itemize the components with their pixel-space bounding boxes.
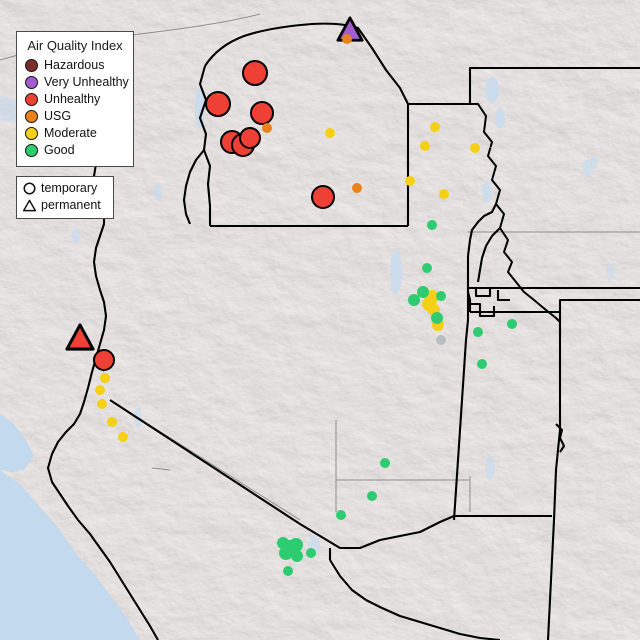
station-marker-temporary[interactable]: [420, 141, 430, 151]
station-marker-temporary[interactable]: [100, 373, 110, 383]
station-marker-temporary[interactable]: [439, 189, 449, 199]
aqi-legend-items: Hazardous Very Unhealthy Unhealthy USG Moder…: [25, 57, 129, 159]
legend-swatch-icon: [25, 127, 38, 140]
legend-swatch-icon: [25, 110, 38, 123]
station-marker-temporary[interactable]: [118, 432, 128, 442]
station-marker-temporary[interactable]: [107, 417, 117, 427]
station-marker-temporary[interactable]: [277, 537, 289, 549]
legend-label-permanent: permanent: [41, 198, 101, 212]
station-marker-temporary[interactable]: [325, 128, 335, 138]
station-marker-temporary[interactable]: [436, 335, 446, 345]
legend-row-usg: USG: [25, 108, 125, 125]
station-marker-temporary[interactable]: [291, 550, 303, 562]
legend-label: Very Unhealthy: [44, 75, 129, 89]
station-marker-temporary[interactable]: [430, 122, 440, 132]
station-marker-temporary[interactable]: [250, 101, 274, 125]
legend-row-moderate: Moderate: [25, 125, 125, 142]
legend-row-good: Good: [25, 142, 125, 159]
station-marker-temporary[interactable]: [473, 327, 483, 337]
legend-label: Good: [44, 143, 75, 157]
legend-swatch-icon: [25, 76, 38, 89]
legend-swatch-icon: [25, 144, 38, 157]
aqi-legend-title: Air Quality Index: [27, 38, 123, 53]
station-marker-temporary[interactable]: [289, 538, 303, 552]
circle-icon: [23, 182, 36, 195]
water-body: [482, 181, 492, 203]
station-marker-temporary[interactable]: [283, 566, 293, 576]
station-marker-temporary[interactable]: [422, 263, 432, 273]
station-marker-temporary[interactable]: [431, 312, 443, 324]
station-marker-temporary[interactable]: [367, 491, 377, 501]
legend-row-unhealthy: Unhealthy: [25, 91, 125, 108]
legend-label: USG: [44, 109, 72, 123]
station-marker-temporary[interactable]: [239, 127, 261, 149]
station-marker-permanent[interactable]: [64, 322, 96, 354]
station-marker-temporary[interactable]: [342, 34, 352, 44]
station-marker-temporary[interactable]: [408, 294, 420, 306]
legend-row-permanent: permanent: [22, 197, 107, 214]
triangle-icon: [22, 199, 37, 212]
station-marker-temporary[interactable]: [436, 291, 446, 301]
station-marker-temporary[interactable]: [380, 458, 390, 468]
legend-label-temporary: temporary: [41, 181, 98, 195]
legend-label: Unhealthy: [44, 92, 101, 106]
legend-label: Moderate: [44, 126, 97, 140]
station-marker-temporary[interactable]: [470, 143, 480, 153]
water-body: [485, 77, 499, 103]
station-marker-temporary[interactable]: [427, 220, 437, 230]
station-type-legend: temporary permanent: [16, 176, 114, 219]
legend-swatch-icon: [25, 93, 38, 106]
station-marker-temporary[interactable]: [477, 359, 487, 369]
water-body: [495, 108, 505, 128]
legend-swatch-icon: [25, 59, 38, 72]
station-marker-temporary[interactable]: [417, 286, 429, 298]
aqi-legend: Air Quality Index Hazardous Very Unhealth…: [16, 31, 134, 167]
station-marker-temporary[interactable]: [306, 548, 316, 558]
station-marker-temporary[interactable]: [279, 546, 293, 560]
station-marker-temporary[interactable]: [336, 510, 346, 520]
legend-row-very-unhealthy: Very Unhealthy: [25, 74, 129, 91]
station-marker-temporary[interactable]: [93, 349, 115, 371]
station-marker-temporary[interactable]: [95, 385, 105, 395]
station-marker-temporary[interactable]: [507, 319, 517, 329]
state-borders: [46, 22, 640, 640]
station-marker-temporary[interactable]: [205, 91, 231, 117]
station-marker-temporary[interactable]: [262, 123, 272, 133]
water-body: [390, 250, 402, 294]
station-marker-temporary[interactable]: [352, 183, 362, 193]
ocean-pacific: [0, 470, 140, 640]
station-marker-temporary[interactable]: [405, 176, 415, 186]
legend-row-temporary: temporary: [22, 180, 107, 197]
legend-label: Hazardous: [44, 58, 105, 72]
station-marker-temporary[interactable]: [242, 60, 268, 86]
legend-row-hazardous: Hazardous: [25, 57, 125, 74]
station-marker-temporary[interactable]: [97, 399, 107, 409]
water-body: [195, 88, 205, 128]
station-marker-temporary[interactable]: [311, 185, 335, 209]
